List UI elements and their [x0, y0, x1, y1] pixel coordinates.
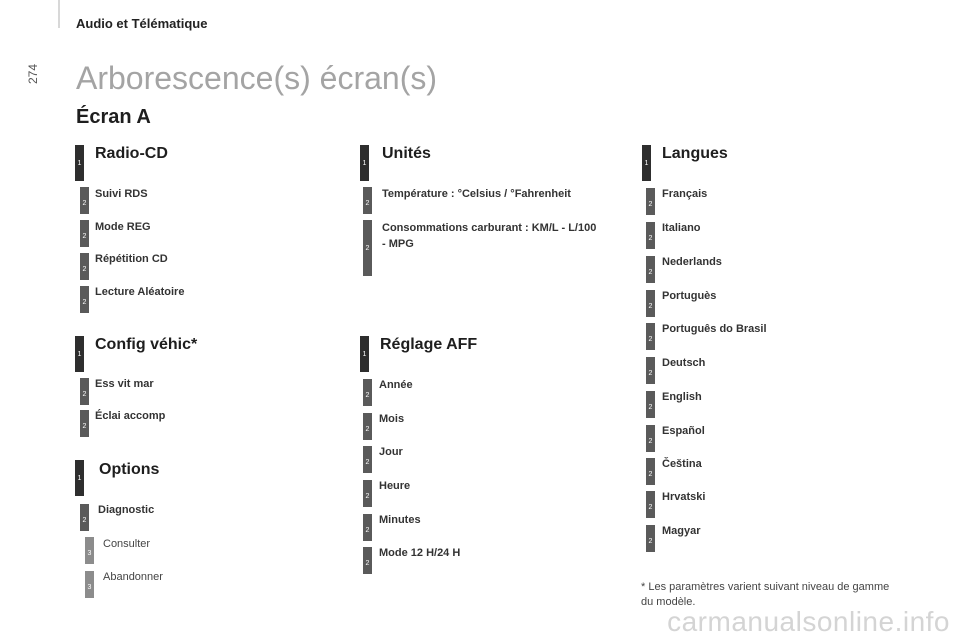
level-marker: 2	[80, 378, 89, 405]
level-marker: 2	[646, 425, 655, 452]
menu-item-label: Suivi RDS	[95, 188, 148, 200]
menu-item-label: Heure	[379, 480, 411, 492]
level-marker: 1	[360, 336, 369, 372]
menu-item-label: Português do Brasil	[662, 323, 767, 335]
header-divider	[58, 0, 60, 28]
menu-title: Options	[99, 461, 160, 478]
menu-item-label: Hrvatski	[662, 491, 706, 503]
level-marker: 2	[80, 410, 89, 437]
level-marker: 2	[80, 220, 89, 247]
level-marker: 2	[646, 323, 655, 350]
level-marker: 2	[80, 504, 89, 531]
level-marker: 2	[80, 286, 89, 313]
level-marker: 2	[363, 220, 372, 276]
menu-item-label: Français	[662, 188, 708, 200]
menu-item-label: Année	[379, 379, 413, 391]
level-marker: 1	[360, 145, 369, 181]
footnote: * Les paramètres varient suivant niveau …	[641, 581, 890, 608]
menu-item-label: Español	[662, 425, 705, 437]
level-marker: 2	[646, 525, 655, 552]
submenu-item-label: Abandonner	[103, 571, 163, 583]
level-marker: 1	[75, 336, 84, 372]
level-marker: 3	[85, 571, 94, 598]
menu-item-label: Température : °Celsius / °Fahrenheit	[382, 188, 571, 200]
level-marker: 1	[75, 145, 84, 181]
menu-item-label: Diagnostic	[98, 504, 155, 516]
menu-item-label: Mode REG	[95, 221, 151, 233]
level-marker: 2	[646, 491, 655, 518]
section-header: Audio et Télématique	[76, 16, 208, 31]
menu-item-label: Italiano	[662, 222, 701, 234]
level-marker: 2	[363, 480, 372, 507]
level-marker: 2	[363, 187, 372, 214]
level-marker: 1	[642, 145, 651, 181]
menu-item-label: Minutes	[379, 514, 421, 526]
menu-item-label: Čeština	[662, 458, 702, 470]
level-marker: 2	[363, 413, 372, 440]
level-marker: 2	[646, 458, 655, 485]
menu-title: Config véhic*	[95, 336, 198, 353]
menu-item-label: Magyar	[662, 525, 701, 537]
menu-title: Langues	[662, 145, 728, 162]
menu-title: Radio-CD	[95, 145, 168, 162]
level-marker: 2	[646, 256, 655, 283]
menu-item-label: English	[662, 391, 702, 403]
menu-item-label: Répétition CD	[95, 253, 168, 265]
level-marker: 2	[80, 253, 89, 280]
level-marker: 2	[646, 357, 655, 384]
level-marker: 2	[363, 379, 372, 406]
page-number: 274	[26, 63, 40, 84]
level-marker: 2	[363, 514, 372, 541]
menu-title: Unités	[382, 145, 431, 162]
page-title: Arborescence(s) écran(s)	[76, 60, 437, 96]
menu-item-label: Jour	[379, 446, 403, 458]
level-marker: 2	[363, 446, 372, 473]
level-marker: 2	[646, 290, 655, 317]
menu-item-label: Nederlands	[662, 256, 722, 268]
menu-item-label: Mois	[379, 413, 405, 425]
watermark: carmanualsonline.info	[667, 606, 950, 637]
level-marker: 2	[646, 222, 655, 249]
menu-item-label: Deutsch	[662, 357, 706, 369]
submenu-item-label: Consulter	[103, 538, 151, 550]
level-marker: 2	[363, 547, 372, 574]
level-marker: 2	[646, 391, 655, 418]
menu-item-label: Consommations carburant : KM/L - L/100 -…	[382, 222, 597, 250]
level-marker: 2	[80, 187, 89, 214]
menu-item-label: Portuguès	[662, 290, 717, 302]
level-marker: 2	[646, 188, 655, 215]
menu-item-label: Lecture Aléatoire	[95, 286, 185, 298]
menu-item-label: Mode 12 H/24 H	[379, 547, 461, 559]
menu-item-label: Ess vit mar	[95, 378, 154, 390]
menu-title: Réglage AFF	[380, 336, 478, 353]
level-marker: 3	[85, 537, 94, 564]
level-marker: 1	[75, 460, 84, 496]
screen-title: Écran A	[76, 106, 151, 128]
menu-item-label: Éclai accomp	[95, 410, 166, 422]
